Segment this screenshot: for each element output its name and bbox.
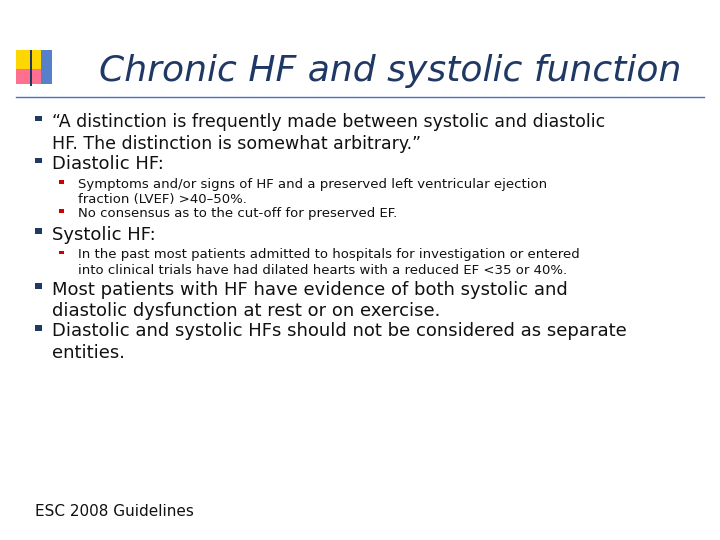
Bar <box>35 228 42 234</box>
Text: No consensus as to the cut-off for preserved EF.: No consensus as to the cut-off for prese… <box>78 207 397 220</box>
Text: Diastolic HF:: Diastolic HF: <box>52 155 163 173</box>
Bar <box>35 158 42 163</box>
Bar <box>35 283 42 288</box>
Text: Symptoms and/or signs of HF and a preserved left ventricular ejection
fraction (: Symptoms and/or signs of HF and a preser… <box>78 178 547 206</box>
Bar <box>59 180 64 184</box>
Bar <box>30 50 32 86</box>
Text: Diastolic and systolic HFs should not be considered as separate
entities.: Diastolic and systolic HFs should not be… <box>52 322 626 362</box>
Text: Systolic HF:: Systolic HF: <box>52 226 156 244</box>
Bar <box>16 70 41 84</box>
Bar <box>16 50 41 70</box>
Bar <box>59 251 64 254</box>
Bar <box>59 209 64 213</box>
Text: “A distinction is frequently made between systolic and diastolic
HF. The distinc: “A distinction is frequently made betwee… <box>52 113 605 153</box>
Bar <box>35 325 42 330</box>
Text: Most patients with HF have evidence of both systolic and
diastolic dysfunction a: Most patients with HF have evidence of b… <box>52 281 567 320</box>
Text: ESC 2008 Guidelines: ESC 2008 Guidelines <box>35 504 194 519</box>
Text: In the past most patients admitted to hospitals for investigation or entered
int: In the past most patients admitted to ho… <box>78 248 580 277</box>
Bar <box>34 50 52 84</box>
Bar <box>35 116 42 121</box>
Text: Chronic HF and systolic function: Chronic HF and systolic function <box>99 54 682 88</box>
